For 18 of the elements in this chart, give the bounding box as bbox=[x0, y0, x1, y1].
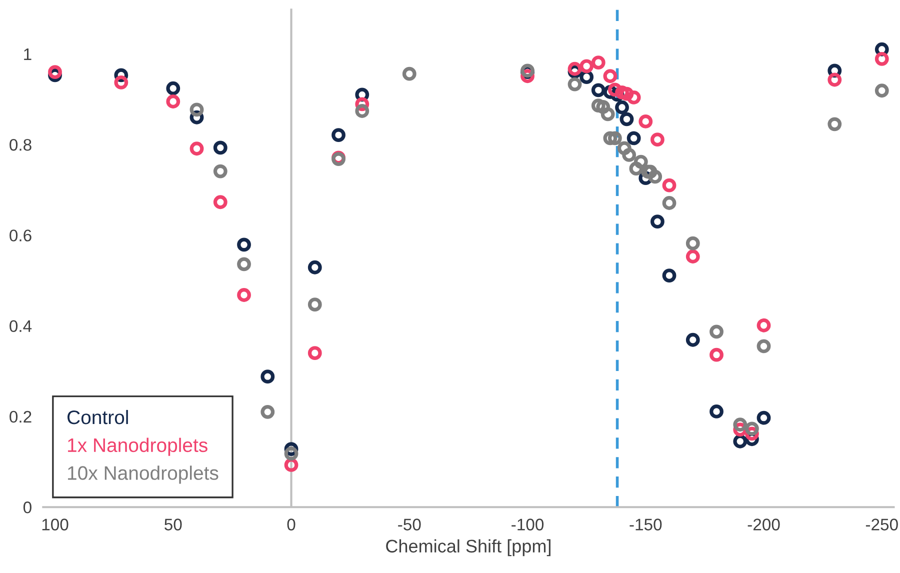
y-tick-label: 0.4 bbox=[10, 320, 32, 332]
x-tick-label: 100 bbox=[42, 518, 68, 530]
y-tick-label: 1 bbox=[24, 48, 32, 60]
text: 10x Nanodroplets bbox=[68, 466, 218, 484]
y-tick-label: 0.8 bbox=[10, 138, 32, 151]
y-tick-label: 0.6 bbox=[10, 230, 32, 242]
text: 1x Nanodroplets bbox=[68, 438, 208, 456]
text: Control bbox=[68, 410, 128, 424]
y-tick-label: 0 bbox=[23, 502, 32, 514]
x-tick-label: -150 bbox=[630, 518, 662, 530]
y-tick-label: 0.2 bbox=[10, 410, 32, 423]
x-tick-label: -200 bbox=[748, 518, 780, 530]
x-tick-label: -250 bbox=[866, 518, 898, 530]
x-tick-label: -50 bbox=[398, 518, 421, 530]
x-tick-label: -100 bbox=[512, 518, 544, 530]
x-tick-label: 50 bbox=[164, 518, 182, 530]
x-axis-title: Chemical Shift [ppm] bbox=[386, 539, 550, 556]
x-tick-label: 0 bbox=[287, 518, 296, 530]
